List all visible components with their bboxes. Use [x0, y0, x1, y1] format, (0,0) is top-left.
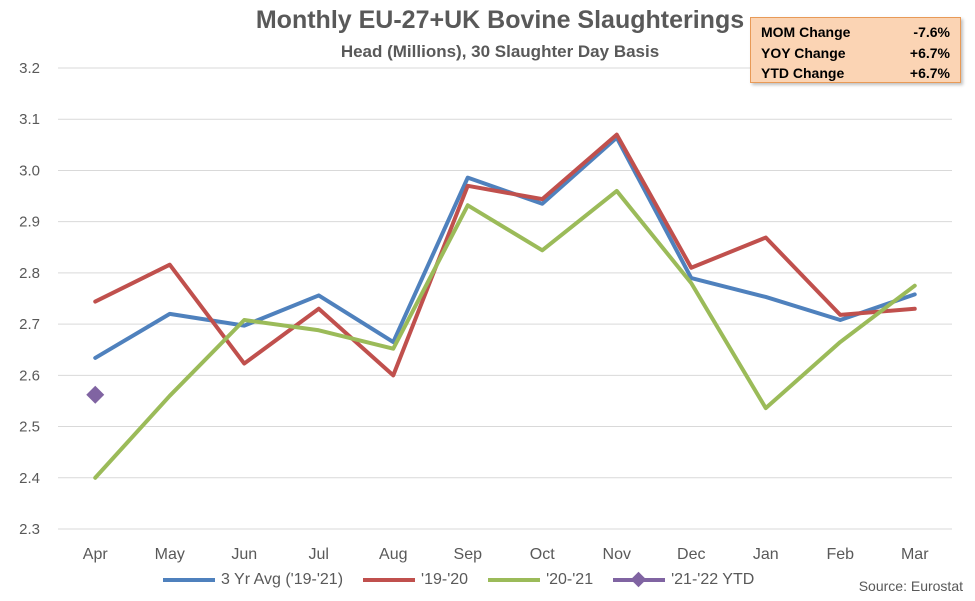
- legend-swatch: [488, 578, 541, 582]
- x-tick-label: Aug: [379, 546, 407, 563]
- x-tick-label: Nov: [603, 546, 631, 563]
- legend-label: 3 Yr Avg ('19-'21): [221, 571, 344, 588]
- legend: 3 Yr Avg ('19-'21) '19-'20 '20-'21 '21-'…: [163, 571, 774, 589]
- chart-title: Monthly EU-27+UK Bovine Slaughterings: [255, 6, 745, 34]
- x-tick-label: Jan: [753, 546, 779, 563]
- y-tick-label: 3.1: [19, 111, 40, 128]
- x-tick-label: Feb: [826, 546, 854, 563]
- stat-label: MOM Change: [761, 24, 851, 40]
- x-tick-label: Oct: [530, 546, 555, 563]
- series-line-2: [93, 188, 917, 480]
- stat-label: YTD Change: [761, 65, 845, 81]
- stat-row-ytd: YTD Change +6.7%: [761, 63, 950, 84]
- legend-label: '21-'22 YTD: [671, 571, 755, 588]
- stat-row-mom: MOM Change -7.6%: [761, 22, 950, 43]
- legend-swatch: [363, 578, 416, 582]
- legend-label: '19-'20: [421, 571, 469, 588]
- x-tick-label: Mar: [901, 546, 929, 563]
- diamond-icon: [630, 571, 647, 588]
- legend-label: '20-'21: [546, 571, 594, 588]
- stat-row-yoy: YOY Change +6.7%: [761, 43, 950, 64]
- legend-item-21-22-ytd: '21-'22 YTD: [613, 571, 754, 589]
- y-tick-label: 2.7: [19, 316, 40, 333]
- legend-item-3yr-avg: 3 Yr Avg ('19-'21): [163, 571, 343, 589]
- source-note: Source: Eurostat: [858, 578, 963, 594]
- legend-swatch: [613, 571, 666, 588]
- series-line-1: [93, 132, 917, 378]
- y-tick-label: 3.2: [19, 60, 40, 77]
- x-tick-label: Sep: [454, 546, 483, 563]
- stat-value: +6.7%: [909, 44, 950, 61]
- legend-item-19-20: '19-'20: [363, 571, 468, 589]
- y-tick-label: 2.6: [19, 367, 40, 384]
- y-tick-label: 2.5: [19, 419, 40, 436]
- x-tick-label: Jun: [231, 546, 257, 563]
- y-tick-label: 2.4: [19, 470, 40, 487]
- series-marker: [86, 385, 105, 404]
- x-tick-label: Jul: [309, 546, 329, 563]
- y-tick-label: 3.0: [19, 162, 40, 179]
- stat-value: +6.7%: [909, 65, 950, 81]
- stat-value: -7.6%: [913, 24, 950, 40]
- y-tick-label: 2.9: [19, 214, 40, 231]
- stats-box: MOM Change -7.6% YOY Change +6.7% YTD Ch…: [750, 17, 961, 83]
- stat-label: YOY Change: [761, 44, 846, 61]
- legend-item-20-21: '20-'21: [488, 571, 593, 589]
- y-tick-label: 2.3: [19, 521, 40, 538]
- legend-swatch: [163, 578, 215, 582]
- chart-subtitle: Head (Millions), 30 Slaughter Day Basis: [340, 42, 660, 61]
- x-tick-label: Dec: [677, 546, 705, 563]
- x-tick-label: May: [155, 546, 185, 563]
- x-tick-label: Apr: [83, 546, 109, 563]
- y-tick-label: 2.8: [19, 265, 40, 282]
